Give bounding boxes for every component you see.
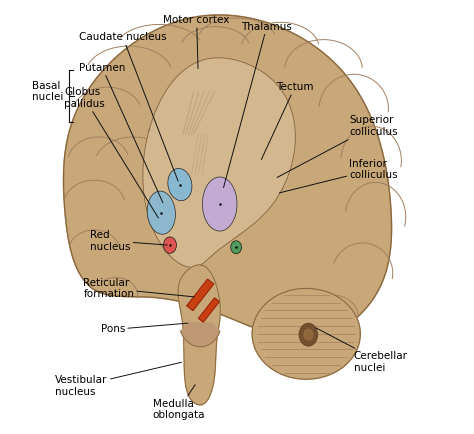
Polygon shape (143, 58, 295, 267)
Text: Globus
pallidus: Globus pallidus (64, 87, 158, 218)
Ellipse shape (168, 168, 192, 201)
Text: Medulla
oblongata: Medulla oblongata (153, 385, 205, 420)
Ellipse shape (202, 177, 237, 231)
Polygon shape (252, 288, 360, 379)
Polygon shape (181, 323, 220, 347)
Text: Caudate nucleus: Caudate nucleus (79, 33, 178, 181)
Text: Thalamus: Thalamus (224, 22, 292, 187)
Ellipse shape (147, 191, 175, 234)
Polygon shape (187, 279, 214, 311)
Text: Red
nucleus: Red nucleus (90, 230, 167, 252)
Text: Vestibular
nucleus: Vestibular nucleus (55, 362, 182, 397)
Polygon shape (199, 298, 219, 322)
Polygon shape (178, 265, 220, 405)
Ellipse shape (299, 323, 318, 346)
Text: Superior
colliculus: Superior colliculus (277, 115, 398, 178)
Polygon shape (64, 15, 392, 336)
Ellipse shape (304, 329, 313, 340)
Text: Reticular
formation: Reticular formation (83, 278, 194, 299)
Text: Inferior
colliculus: Inferior colliculus (280, 158, 398, 193)
Text: Tectum: Tectum (261, 82, 313, 160)
Ellipse shape (231, 241, 242, 254)
Ellipse shape (164, 237, 176, 253)
Text: Motor cortex: Motor cortex (164, 15, 230, 69)
Text: Putamen: Putamen (79, 63, 163, 203)
Text: Basal
nuclei: Basal nuclei (31, 81, 63, 102)
Text: Pons: Pons (101, 323, 188, 335)
Text: Cerebellar
nuclei: Cerebellar nuclei (316, 328, 408, 373)
